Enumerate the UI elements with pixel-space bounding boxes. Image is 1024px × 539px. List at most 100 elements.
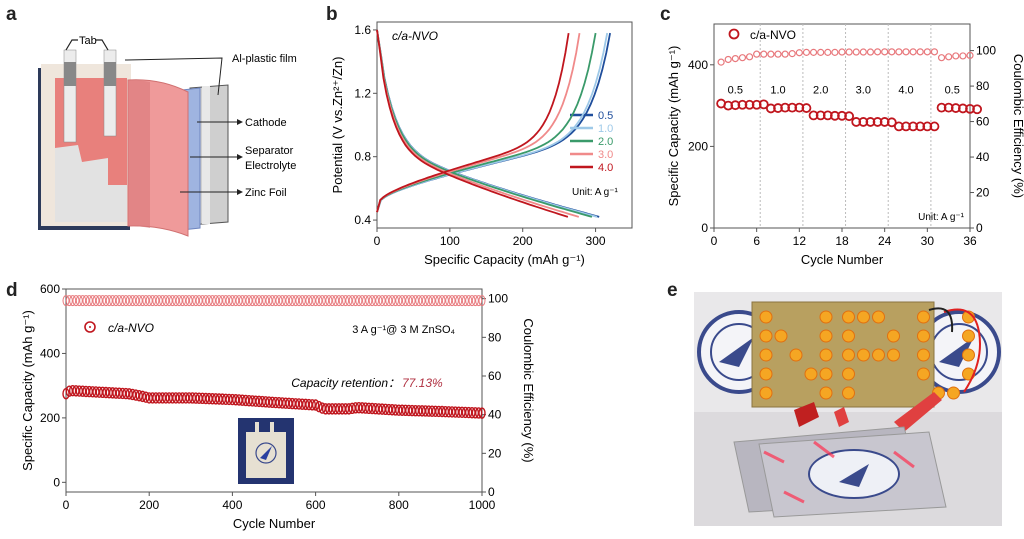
red-wire	[943, 308, 981, 393]
tab-left-seal	[64, 62, 76, 86]
x-tick-label: 36	[963, 234, 977, 248]
efficiency-point	[767, 50, 775, 58]
efficiency-point	[902, 48, 910, 56]
efficiency-point	[308, 295, 316, 307]
efficiency-point	[724, 55, 732, 64]
efficiency-point	[65, 295, 73, 307]
inset-pouch-photo	[238, 418, 294, 484]
efficiency-point	[312, 295, 320, 307]
y-tick-label: 0.8	[354, 150, 371, 164]
cathode-arrow-head	[237, 119, 243, 125]
efficiency-point	[381, 295, 389, 307]
film-leader	[124, 57, 223, 96]
capacity-point	[345, 403, 353, 415]
efficiency-point	[122, 295, 130, 307]
led	[842, 367, 855, 381]
legend-label-0.5: 0.5	[598, 110, 613, 122]
efficiency-point	[438, 295, 446, 307]
efficiency-point	[332, 295, 340, 307]
efficiency-point	[109, 295, 117, 307]
legend-marker-dot	[89, 326, 91, 328]
logo-left-plane	[719, 337, 754, 367]
led	[917, 310, 930, 324]
efficiency-point	[205, 295, 213, 307]
efficiency-point	[132, 295, 140, 307]
efficiency-point	[248, 295, 256, 307]
x-tick-label: 0	[711, 234, 718, 248]
x-tick-label: 18	[835, 234, 849, 248]
tab-leader-right	[96, 39, 109, 51]
capacity-point	[972, 104, 983, 115]
efficiency-point	[242, 295, 250, 307]
led	[842, 329, 855, 343]
efficiency-point	[275, 295, 283, 307]
efficiency-point	[92, 295, 100, 307]
y-tick-label: 1.2	[354, 86, 371, 100]
led	[819, 367, 833, 381]
efficiency-point	[342, 295, 350, 307]
efficiency-point	[258, 295, 266, 307]
efficiency-point	[262, 295, 270, 307]
efficiency-point	[159, 295, 167, 307]
efficiency-point	[182, 295, 190, 307]
label-zinc-foil: Zinc Foil	[245, 187, 287, 199]
efficiency-point	[89, 295, 97, 307]
efficiency-point	[79, 295, 87, 307]
x-axis-label: Cycle Number	[801, 252, 884, 267]
panel-letter-a: a	[6, 4, 17, 25]
efficiency-point	[802, 48, 811, 56]
efficiency-point	[265, 295, 273, 307]
led	[872, 348, 885, 362]
efficiency-point	[717, 58, 725, 66]
y-tick-label: 600	[40, 282, 60, 296]
efficiency-point	[421, 295, 429, 307]
y2-tick-label: 20	[488, 446, 502, 460]
label-al-film: Al-plastic film	[232, 53, 297, 65]
efficiency-point	[115, 295, 123, 307]
efficiency-point	[238, 295, 246, 307]
legend-label: c/a-NVO	[750, 28, 796, 42]
efficiency-point	[966, 51, 974, 59]
efficiency-point	[385, 295, 393, 307]
efficiency-point	[448, 295, 456, 307]
led	[842, 310, 855, 324]
efficiency-point	[178, 295, 186, 307]
efficiency-point	[335, 295, 343, 307]
efficiency-point	[302, 295, 310, 307]
efficiency-point	[255, 295, 263, 307]
efficiency-point	[435, 295, 443, 307]
pouch-logo-plane	[839, 464, 869, 487]
efficiency-point	[937, 54, 946, 62]
efficiency-point	[760, 50, 768, 58]
led	[774, 329, 788, 343]
efficiency-point	[188, 295, 196, 307]
efficiency-point	[375, 295, 383, 307]
efficiency-point	[895, 48, 903, 56]
efficiency-point	[372, 295, 380, 307]
efficiency-point	[368, 295, 376, 307]
capacity-point	[138, 390, 147, 403]
charge-curve-4.0	[376, 32, 570, 213]
efficiency-point	[475, 295, 483, 307]
efficiency-point	[352, 295, 360, 307]
unit-note: Unit: A g⁻¹	[918, 212, 965, 223]
efficiency-point	[218, 295, 226, 307]
rate-label: 2.0	[813, 84, 828, 96]
discharge-curve-4.0	[376, 29, 569, 218]
efficiency-point	[325, 295, 333, 307]
efficiency-point	[408, 295, 416, 307]
efficiency-point	[225, 295, 233, 307]
led	[819, 329, 833, 343]
efficiency-point	[298, 295, 306, 307]
capacity-point	[886, 117, 897, 128]
efficiency-point	[282, 295, 290, 307]
efficiency-point	[288, 295, 296, 307]
x-tick-label: 200	[513, 234, 533, 248]
efficiency-point	[859, 48, 867, 56]
y2-tick-label: 100	[976, 44, 996, 58]
x-axis-label: Specific Capacity (mAh g⁻¹)	[424, 252, 585, 267]
capacity-point	[758, 99, 769, 110]
efficiency-point	[866, 48, 875, 56]
rate-label: 0.5	[945, 84, 960, 96]
led	[887, 329, 900, 343]
